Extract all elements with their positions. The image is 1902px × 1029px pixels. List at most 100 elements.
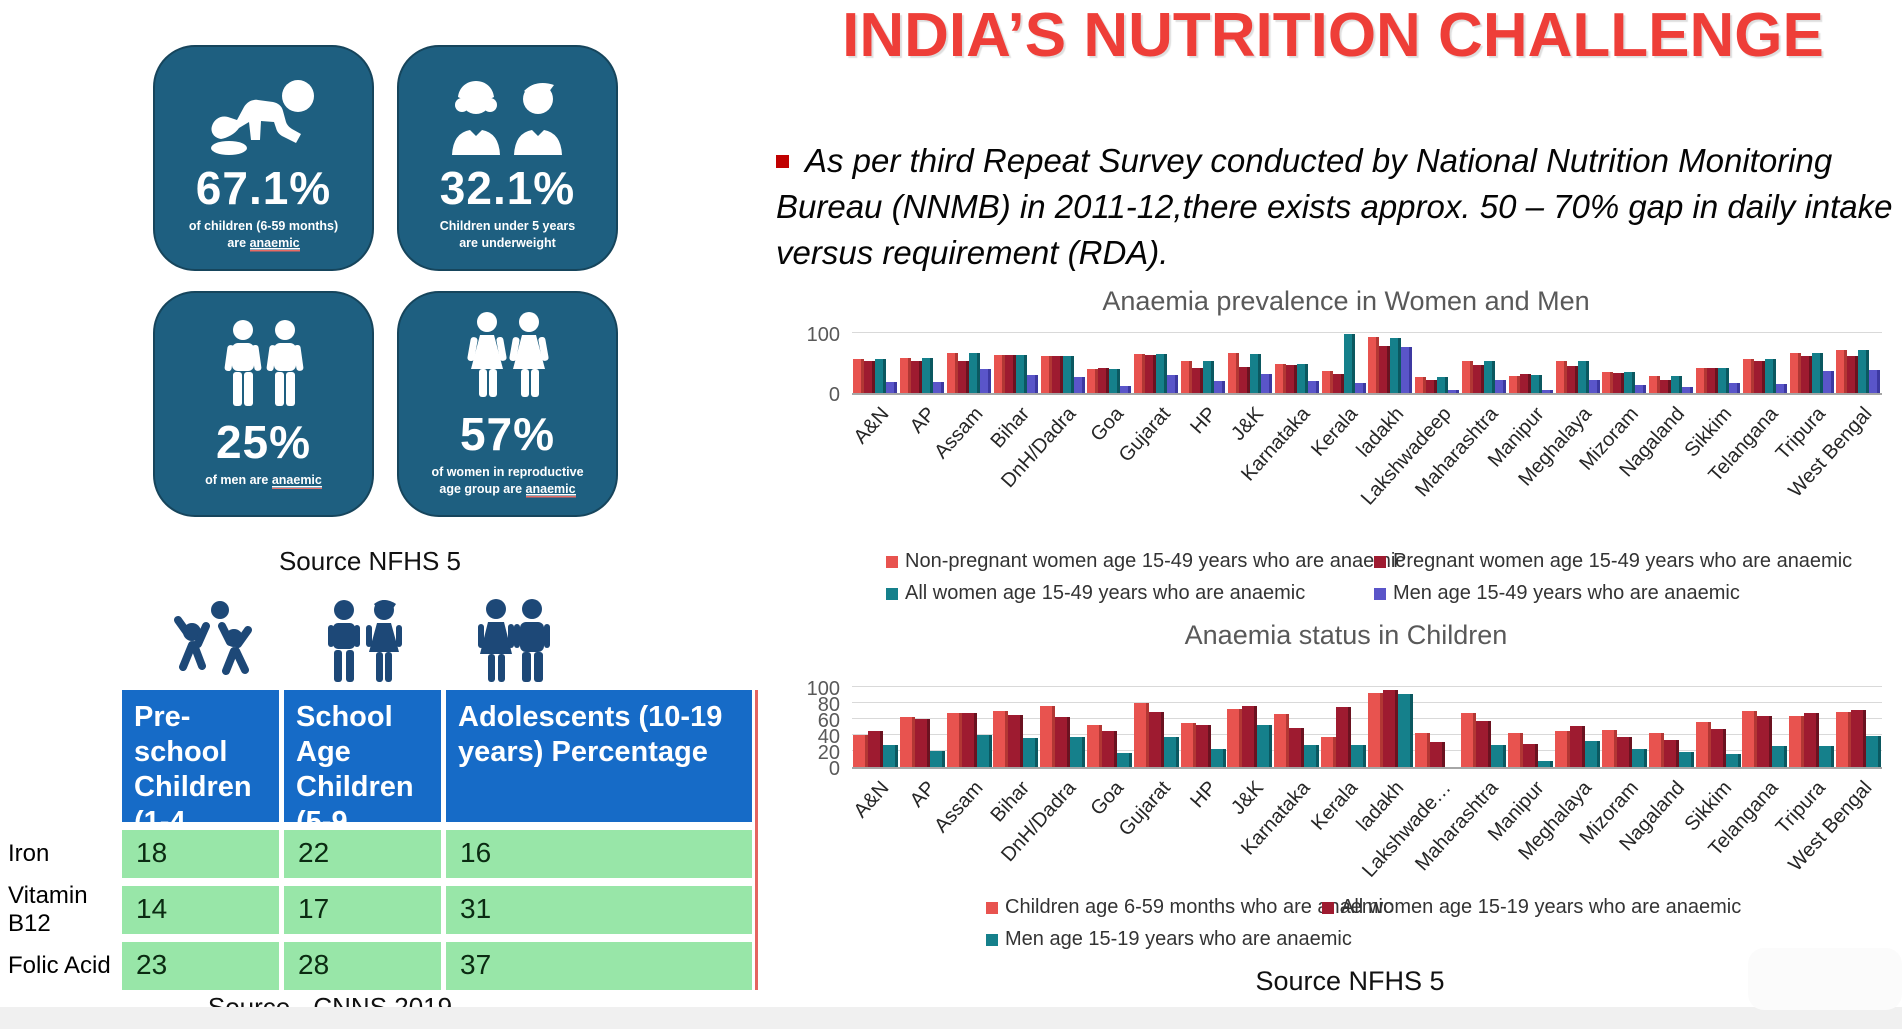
bar	[1538, 761, 1554, 767]
table-cell: 22	[284, 830, 441, 878]
bar	[1865, 735, 1881, 767]
bar	[1635, 385, 1647, 393]
bar-group: Kerala	[1307, 687, 1367, 835]
bar	[1671, 375, 1683, 393]
plot-area: A&N AP Assam Bihar DnH/Dadra Goa Gujarat HP J&K K…	[850, 686, 1882, 882]
bar	[1332, 374, 1344, 393]
bar	[1649, 375, 1661, 393]
y-axis-tick: 100	[806, 678, 840, 700]
bar	[1351, 745, 1367, 767]
bar	[1274, 364, 1286, 393]
bar-group: DnH/Dadra	[998, 687, 1086, 866]
bar	[1354, 382, 1366, 393]
bar-group: HP	[1180, 333, 1227, 438]
legend-item: All women age 15-49 years who are anaemi…	[886, 582, 1374, 605]
stat-value: 57%	[459, 407, 556, 460]
plot-area: A&N AP Assam Bihar DnH/Dadra Goa Gujarat HP J&K K…	[850, 332, 1882, 509]
bar	[1070, 736, 1086, 767]
bar	[1116, 753, 1132, 767]
bar	[1249, 354, 1261, 393]
bar-group: Kerala	[1307, 333, 1367, 461]
legend-item: Pregnant women age 15-49 years who are a…	[1374, 550, 1862, 573]
bar	[1257, 724, 1273, 767]
stat-caption: of children (6-59 months) are anaemic	[188, 218, 339, 250]
x-axis-label: A&N	[849, 777, 894, 823]
bar	[1260, 374, 1272, 393]
bar-group: Nagaland	[1616, 687, 1695, 855]
legend-swatch-icon	[986, 933, 998, 946]
table-cell: 16	[446, 830, 752, 878]
stat-value: 32.1%	[439, 161, 576, 214]
bar-group: Assam	[930, 687, 993, 837]
source-nfhs-right: Source NFHS 5	[1255, 966, 1445, 996]
legend-label: Men age 15-19 years who are anaemic	[1005, 928, 1352, 950]
bar	[900, 357, 912, 393]
bar	[1401, 347, 1413, 393]
bullet-paragraph: As per third Repeat Survey conducted by …	[776, 138, 1896, 276]
bar-group: HP	[1180, 687, 1227, 812]
bar	[1343, 334, 1355, 393]
bar	[1390, 337, 1402, 393]
bar	[1663, 739, 1679, 767]
bar-group: Mizoram	[1575, 333, 1648, 475]
gridline	[852, 750, 1882, 751]
x-axis-label: J&K	[1227, 403, 1269, 445]
bar	[1109, 369, 1121, 393]
chart-legend: Children age 6-59 months who are anaemic…	[986, 896, 1902, 951]
bar-group: Lakshwade…	[1358, 687, 1461, 882]
stat-caption: of men are anaemic	[205, 473, 322, 487]
bar	[1289, 727, 1305, 767]
bar	[993, 354, 1005, 393]
x-axis-label: AP	[906, 403, 941, 438]
table-cell: 23	[122, 942, 279, 990]
bar-group: A&N	[850, 333, 899, 448]
bar	[1026, 375, 1038, 393]
legend-label: Pregnant women age 15-49 years who are a…	[1393, 550, 1853, 572]
row-label-iron: Iron	[8, 840, 50, 867]
bar	[1321, 371, 1333, 393]
bar	[1192, 367, 1204, 393]
bar	[969, 353, 981, 393]
bar	[1555, 360, 1567, 393]
bar	[1742, 711, 1758, 767]
bar-group: Assam	[930, 333, 993, 463]
bar	[947, 353, 959, 393]
bar	[1483, 360, 1495, 393]
bar	[1004, 355, 1016, 393]
two-men-icon	[209, 320, 319, 415]
bar	[1869, 369, 1881, 393]
bar	[1429, 742, 1445, 767]
legend-swatch-icon	[1322, 901, 1334, 914]
bar	[1426, 380, 1438, 393]
bar-group: Mizoram	[1575, 687, 1648, 849]
stat-caption: Children under 5 years are underweight	[439, 218, 576, 250]
bar-group: Karnataka	[1238, 687, 1320, 859]
x-axis-label: J&K	[1227, 777, 1269, 819]
bar	[1180, 723, 1196, 767]
table-header-school: School Age Children (5-9 years) Percenta…	[284, 690, 452, 908]
bar	[1789, 352, 1801, 393]
gridline	[852, 702, 1882, 703]
bar	[1541, 390, 1553, 393]
bar	[1707, 368, 1719, 393]
adolescent-couple-icon	[468, 598, 560, 691]
bar-group: J&K	[1227, 687, 1274, 819]
bar-group: Manipur	[1484, 687, 1554, 845]
stat-tile-underweight: 32.1% Children under 5 years are underwei…	[397, 45, 618, 271]
bar	[1602, 372, 1614, 393]
bar-group: Goa	[1086, 333, 1133, 446]
bar	[1181, 361, 1193, 393]
bar	[1134, 354, 1146, 393]
anaemia-women-men-chart: Anaemia prevalence in Women and Men 0 100…	[800, 286, 1892, 604]
bar	[1588, 379, 1600, 393]
bar	[1023, 738, 1039, 767]
bar-group: Maharashtra	[1411, 333, 1508, 501]
bar	[1585, 741, 1601, 767]
bar	[1008, 715, 1024, 767]
bar-group: Meghalaya	[1514, 333, 1601, 490]
bar	[1678, 751, 1694, 767]
legend-swatch-icon	[886, 587, 898, 600]
bar	[1368, 337, 1380, 393]
bar	[961, 713, 977, 767]
